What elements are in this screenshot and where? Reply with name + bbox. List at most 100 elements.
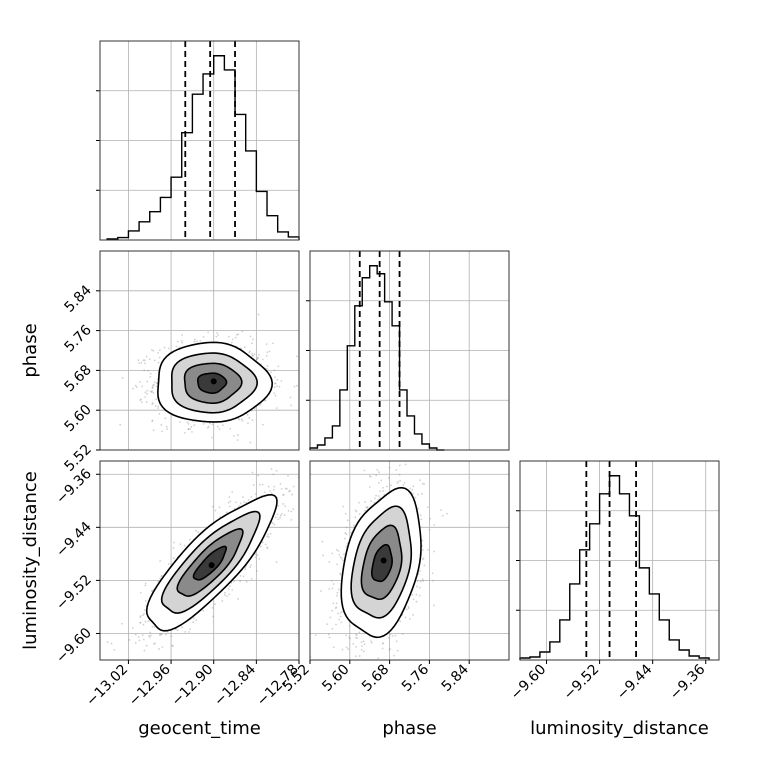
sample-point <box>192 621 194 624</box>
sample-point <box>287 509 290 512</box>
sample-point <box>429 517 432 520</box>
sample-point <box>335 606 338 609</box>
sample-point <box>269 490 271 492</box>
sample-point <box>134 641 137 644</box>
sample-point <box>143 609 146 611</box>
sample-point <box>428 528 431 531</box>
sample-point <box>276 378 279 381</box>
sample-point <box>161 646 164 648</box>
sample-point <box>284 505 287 508</box>
sample-point <box>335 602 338 605</box>
sample-point <box>149 390 152 393</box>
sample-point <box>157 351 159 354</box>
sample-point <box>366 506 369 509</box>
sample-point <box>217 334 219 336</box>
sample-point <box>134 384 137 387</box>
sample-point <box>210 436 213 439</box>
peak-marker <box>380 557 387 564</box>
sample-point <box>151 403 154 406</box>
sample-point <box>418 586 421 589</box>
sample-point <box>267 533 269 536</box>
sample-point <box>290 404 292 407</box>
sample-point <box>422 580 425 582</box>
sample-point <box>338 553 341 556</box>
peak-marker <box>210 378 217 385</box>
sample-point <box>173 541 175 544</box>
peak-marker <box>208 562 215 569</box>
sample-point <box>374 497 376 500</box>
sample-point <box>184 630 187 633</box>
sample-point <box>233 507 236 510</box>
sample-point <box>288 490 290 493</box>
sample-point <box>280 488 283 490</box>
sample-point <box>247 499 250 501</box>
sample-point <box>257 474 260 477</box>
sample-point <box>157 405 160 408</box>
sample-point <box>278 385 281 388</box>
y-tick-label-luminosity_distance: −9.52 <box>53 572 95 614</box>
sample-point <box>211 423 214 426</box>
sample-point <box>216 331 218 334</box>
sample-point <box>339 573 342 576</box>
sample-point <box>355 510 358 513</box>
sample-point <box>296 355 298 358</box>
sample-point <box>153 626 156 628</box>
sample-point <box>326 623 329 626</box>
sample-point <box>446 512 449 515</box>
sample-point <box>358 631 361 634</box>
sample-point <box>387 477 390 479</box>
sample-point <box>375 494 377 497</box>
sample-point <box>160 575 163 578</box>
sample-point <box>149 372 152 375</box>
sample-point <box>329 662 331 664</box>
sample-point <box>283 514 286 517</box>
sample-point <box>142 359 145 362</box>
sample-point <box>139 621 142 624</box>
sample-point <box>237 598 240 600</box>
sample-point <box>197 531 200 534</box>
sample-point <box>265 355 268 357</box>
sample-point <box>433 524 436 526</box>
x-tick-label-geocent_time: −12.90 <box>169 662 217 710</box>
sample-point <box>344 532 347 534</box>
sample-point <box>264 543 267 546</box>
sample-point <box>370 500 373 503</box>
sample-point <box>321 540 324 543</box>
sample-point <box>376 468 379 471</box>
sample-point <box>144 582 147 585</box>
contour-line <box>196 372 228 394</box>
sample-point <box>240 418 243 421</box>
sample-point <box>139 381 141 383</box>
sample-point <box>352 524 355 527</box>
sample-point <box>306 477 308 479</box>
sample-point <box>248 350 251 353</box>
frames-layer <box>96 40 720 664</box>
sample-point <box>168 563 170 565</box>
sample-point <box>284 487 287 490</box>
sample-point <box>354 509 357 512</box>
sample-point <box>171 644 174 647</box>
sample-point <box>145 355 148 358</box>
sample-point <box>336 563 339 566</box>
sample-point <box>354 655 357 658</box>
sample-point <box>264 399 267 402</box>
sample-point <box>385 485 388 488</box>
sample-point <box>414 662 416 664</box>
sample-point <box>202 609 205 612</box>
sample-point <box>212 615 214 618</box>
x-tick-label-geocent_time: −13.02 <box>83 662 131 710</box>
sample-point <box>238 505 240 507</box>
sample-point <box>158 648 161 650</box>
sample-point <box>137 359 140 362</box>
contour-line <box>371 543 393 583</box>
panel-frame-geocent_time-phase <box>99 250 300 451</box>
sample-point <box>139 616 142 619</box>
sample-point <box>148 358 151 361</box>
sample-point <box>119 423 122 426</box>
sample-point <box>266 546 268 549</box>
sample-point <box>152 429 155 432</box>
sample-point <box>417 493 420 496</box>
sample-point <box>275 561 278 563</box>
sample-point <box>214 603 216 606</box>
sample-point <box>267 536 270 538</box>
